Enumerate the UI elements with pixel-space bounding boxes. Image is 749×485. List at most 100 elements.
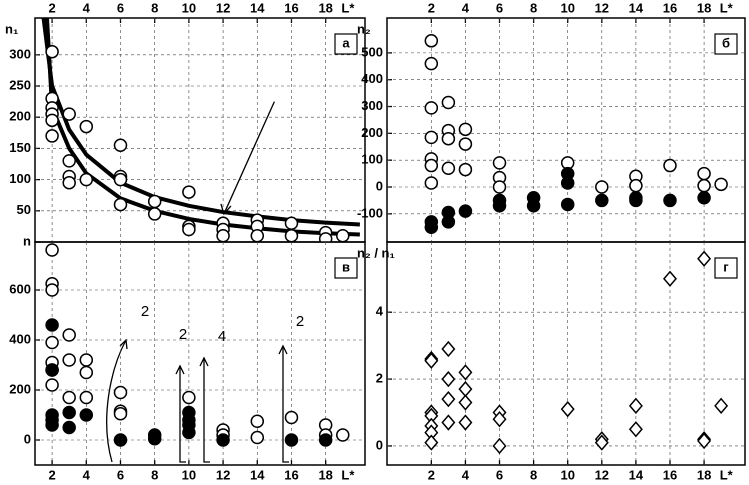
point <box>663 193 677 208</box>
x-tick-label: 8 <box>530 0 537 15</box>
y-tick-label: 400 <box>361 71 383 86</box>
point <box>424 101 439 115</box>
arrow-head <box>278 344 288 355</box>
panel: n 50 100 150 200 250 300 2 4 6 8 10 12 14 16 18 L* n₁ а <box>5 0 366 248</box>
y-tick-label: 150 <box>9 140 31 155</box>
point <box>424 220 439 234</box>
point <box>458 122 473 137</box>
point <box>45 283 59 297</box>
x-tick-label: 8 <box>530 467 537 482</box>
point <box>492 199 507 213</box>
x-tick-label: 2 <box>48 467 55 482</box>
point <box>663 158 677 173</box>
point <box>284 433 299 447</box>
x-tick-label: 16 <box>284 0 298 15</box>
point <box>62 328 76 342</box>
arrow <box>223 101 275 215</box>
y-axis-label: n₂ / n₁ <box>357 245 395 260</box>
x-tick-label: 16 <box>663 467 677 482</box>
point <box>697 432 712 450</box>
point <box>284 229 299 242</box>
arrows <box>106 338 289 463</box>
point <box>424 130 439 145</box>
point <box>62 353 76 367</box>
y-tick-label: 4 <box>376 304 384 319</box>
annotation: 2 <box>179 326 187 343</box>
point <box>147 207 162 221</box>
point <box>697 178 711 193</box>
annotation: 2 <box>141 303 149 320</box>
point <box>216 229 230 242</box>
point <box>441 161 456 175</box>
x-axis-label: L* <box>720 0 734 15</box>
panel-label-box <box>334 33 358 55</box>
point <box>284 216 299 231</box>
point <box>113 385 128 400</box>
arrow <box>179 366 186 463</box>
point <box>318 433 333 447</box>
point <box>441 131 456 146</box>
point <box>79 408 94 422</box>
point <box>79 353 94 367</box>
point <box>250 430 265 445</box>
x-tick-label: 8 <box>151 467 158 482</box>
annotation: 4 <box>218 328 226 345</box>
point <box>147 432 162 446</box>
point <box>441 390 456 408</box>
x-tick-label: 18 <box>697 467 711 482</box>
x-tick-label: 18 <box>318 467 332 482</box>
point <box>560 176 575 190</box>
point <box>45 243 59 257</box>
y-tick-label: 50 <box>17 202 31 217</box>
point <box>62 420 76 435</box>
panel-label: г <box>723 259 729 274</box>
plot-frame <box>34 241 366 466</box>
point <box>424 158 439 173</box>
y-tick-label: 250 <box>9 77 31 92</box>
y-tick-label: 2 <box>376 371 383 386</box>
point <box>62 405 76 420</box>
point <box>45 418 59 432</box>
point <box>284 410 299 425</box>
plot-area <box>45 243 350 447</box>
y-tick-label: 600 <box>9 281 31 296</box>
point <box>250 414 265 428</box>
point <box>424 34 439 48</box>
y-tick-label: 200 <box>361 125 383 140</box>
point <box>441 215 456 229</box>
point <box>424 434 439 451</box>
x-tick-label: 16 <box>284 467 298 482</box>
point <box>45 318 59 332</box>
point <box>560 197 575 212</box>
y-tick-label: n <box>23 233 31 248</box>
point <box>526 199 541 213</box>
point <box>62 390 76 405</box>
point <box>182 390 196 405</box>
point <box>714 177 728 192</box>
point <box>458 394 473 411</box>
y-axis-label: n₁ <box>5 21 18 36</box>
x-tick-label: 12 <box>216 0 230 15</box>
point <box>182 222 196 237</box>
annotation: 2 <box>296 313 304 330</box>
panel: -100 0 100 200 300 400 500 2 4 6 8 10 12 14 16 18 L* n₂ б <box>357 0 746 243</box>
point <box>45 44 59 59</box>
x-tick-label: 18 <box>697 0 711 15</box>
y-tick-label: 300 <box>361 98 383 113</box>
x-tick-label: 16 <box>663 0 677 15</box>
point <box>113 172 128 187</box>
point <box>216 433 230 447</box>
x-tick-label: 14 <box>629 0 644 15</box>
x-axis-label: L* <box>341 0 355 15</box>
point <box>595 180 609 194</box>
curved-arrow <box>106 339 127 463</box>
point <box>697 166 711 181</box>
y-axis-label: n₂ <box>357 21 371 36</box>
point <box>79 365 94 380</box>
panel-label: б <box>722 35 730 50</box>
x-tick-label: 10 <box>560 0 574 15</box>
x-tick-label: 12 <box>216 467 230 482</box>
x-tick-label: 10 <box>182 467 196 482</box>
point <box>424 352 439 369</box>
